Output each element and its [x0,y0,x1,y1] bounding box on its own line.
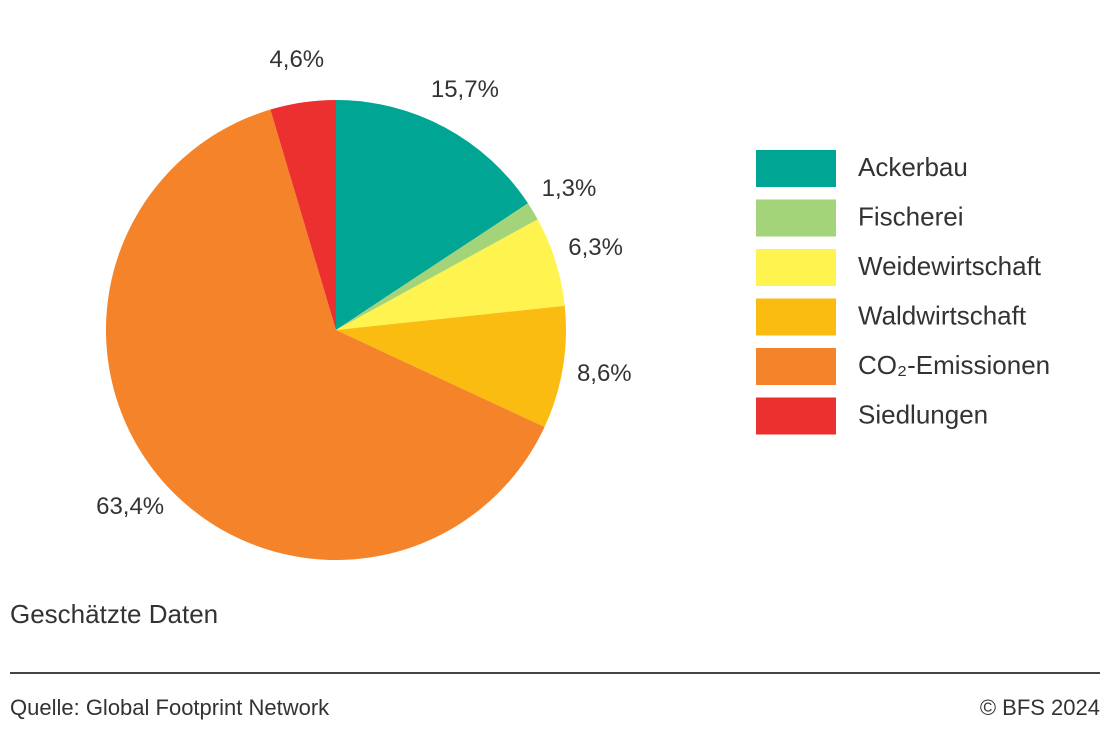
value-label: 6,3% [568,234,623,261]
pie-slice [336,203,538,330]
copyright: © BFS 2024 [980,695,1100,720]
legend-label: Siedlungen [858,399,988,429]
legend-label: Ackerbau [858,152,968,182]
legend-label: CO₂-Emissionen [858,350,1050,380]
source: Quelle: Global Footprint Network [10,695,330,720]
legend-label: Weidewirtschaft [858,251,1042,281]
legend-swatch [756,199,836,237]
legend-label: Waldwirtschaft [858,300,1027,330]
legend-swatch [756,150,836,187]
pie-slice [336,100,528,330]
legend-swatch [756,348,836,385]
pie-slice [336,219,565,330]
legend-swatch [756,249,836,286]
pie-slice [270,100,336,330]
value-label: 8,6% [577,360,632,387]
value-label: 1,3% [542,175,597,202]
value-label: 63,4% [96,493,164,520]
legend-swatch [756,298,836,336]
pie-slice [336,305,566,428]
pie-slice [106,109,545,560]
legend-label: Fischerei [858,201,963,231]
legend-swatch [756,397,836,435]
value-label: 4,6% [269,46,324,73]
note: Geschätzte Daten [10,599,218,629]
value-label: 15,7% [431,76,499,103]
